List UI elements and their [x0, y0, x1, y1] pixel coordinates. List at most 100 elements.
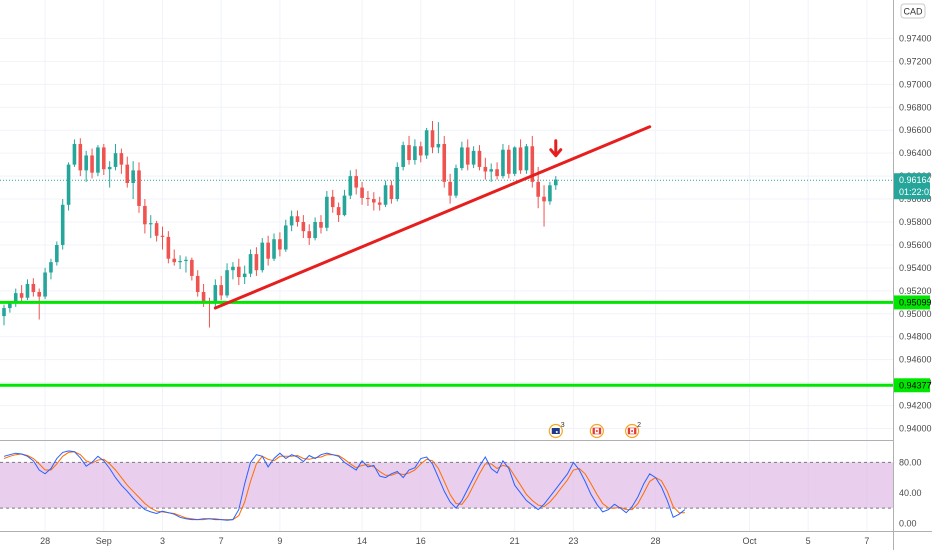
date-tick-label: 3 — [160, 536, 165, 546]
candle-body — [225, 270, 229, 296]
candle-body — [383, 185, 388, 205]
candle — [113, 143, 118, 171]
trendline-layer[interactable] — [213, 125, 652, 310]
candle — [377, 196, 382, 211]
candle-body — [19, 293, 24, 298]
candle-body — [143, 205, 147, 225]
candle-body — [348, 176, 353, 196]
candle — [477, 145, 482, 171]
candle — [2, 304, 6, 326]
price-tick-label: 0.97400 — [899, 33, 932, 43]
candle-body — [319, 222, 323, 228]
price-labels: 0.95099 0.94377 0.96164 01:22:02 — [894, 173, 932, 393]
price-tick-label: 0.96800 — [899, 102, 932, 112]
candle-body — [442, 143, 447, 182]
price-tick-label: 0.95000 — [899, 309, 932, 319]
candle — [301, 215, 306, 239]
candle-body — [254, 254, 259, 271]
candle — [512, 146, 517, 177]
price-tick-label: 0.95400 — [899, 263, 932, 273]
candle-body — [43, 272, 47, 297]
date-tick-label: 14 — [357, 536, 367, 546]
candle — [248, 249, 253, 278]
candle-body — [13, 293, 18, 304]
candle-body — [507, 149, 511, 174]
candle-body — [401, 145, 405, 167]
candle-body — [49, 262, 53, 273]
date-tick-label: 9 — [277, 536, 282, 546]
candle — [43, 267, 47, 299]
horizontal-levels[interactable] — [0, 300, 893, 387]
candle — [360, 181, 364, 205]
candle — [407, 135, 411, 165]
candle-body — [477, 150, 482, 167]
candle — [72, 139, 77, 167]
candle — [84, 150, 88, 182]
event-count: 2 — [637, 422, 641, 429]
candle-body — [219, 285, 223, 296]
candle-body — [336, 207, 341, 216]
candle — [184, 256, 188, 273]
candle-body — [90, 155, 94, 173]
grid — [0, 0, 893, 531]
candle — [254, 247, 259, 276]
candle — [553, 176, 558, 190]
price-tick-label: 0.94800 — [899, 332, 932, 342]
candle — [96, 145, 100, 177]
candle — [489, 163, 494, 182]
candle — [78, 138, 83, 177]
candle — [313, 217, 317, 241]
event-flag-ca-icon[interactable]: 2 — [624, 422, 642, 439]
current-price-label: 0.96164 — [899, 175, 932, 185]
level-price-tag — [894, 295, 930, 310]
price-tick-label: 0.96600 — [899, 125, 932, 135]
candle — [137, 162, 141, 213]
candle-body — [8, 303, 12, 309]
candle — [448, 173, 452, 204]
candle — [143, 199, 147, 234]
candle-body — [2, 308, 6, 317]
currency-badge[interactable]: CAD — [900, 3, 926, 19]
candle-body — [184, 259, 188, 262]
candle-body — [501, 149, 505, 177]
event-flag-au-icon[interactable]: 3 — [548, 422, 565, 439]
date-tick-label: 21 — [510, 536, 520, 546]
candle — [107, 161, 112, 188]
candle — [154, 220, 159, 242]
event-flag-ca-icon[interactable] — [589, 423, 604, 439]
price-tick-label: 0.97000 — [899, 79, 932, 89]
candle — [49, 258, 53, 280]
date-tick-label: 28 — [651, 536, 661, 546]
stochastic-k-line — [3, 450, 686, 521]
candle-body — [377, 202, 382, 205]
candle-body — [260, 242, 265, 271]
candle-body — [201, 291, 206, 303]
candle-body — [248, 254, 253, 274]
candle-body — [471, 150, 476, 165]
date-tick-label: 7 — [219, 536, 224, 546]
candle — [195, 270, 200, 297]
candle — [260, 238, 265, 273]
date-tick-label: 16 — [416, 536, 426, 546]
level-price-tag — [894, 378, 930, 393]
down-arrow-icon[interactable] — [549, 139, 563, 158]
candle — [507, 145, 511, 179]
candle-body — [553, 179, 558, 186]
candle-body — [424, 130, 429, 156]
candle-body — [372, 199, 376, 203]
candle — [178, 255, 182, 270]
candle — [283, 219, 288, 252]
trendline[interactable] — [213, 125, 652, 310]
candle — [401, 141, 405, 171]
candle — [166, 231, 171, 264]
candle-body — [542, 196, 546, 202]
candle — [454, 164, 458, 198]
candle — [501, 143, 505, 179]
level-price-label: 0.95099 — [899, 297, 932, 307]
price-tick-label: 0.95200 — [899, 286, 932, 296]
stochastic-d-line — [3, 451, 685, 521]
candle — [418, 141, 423, 163]
